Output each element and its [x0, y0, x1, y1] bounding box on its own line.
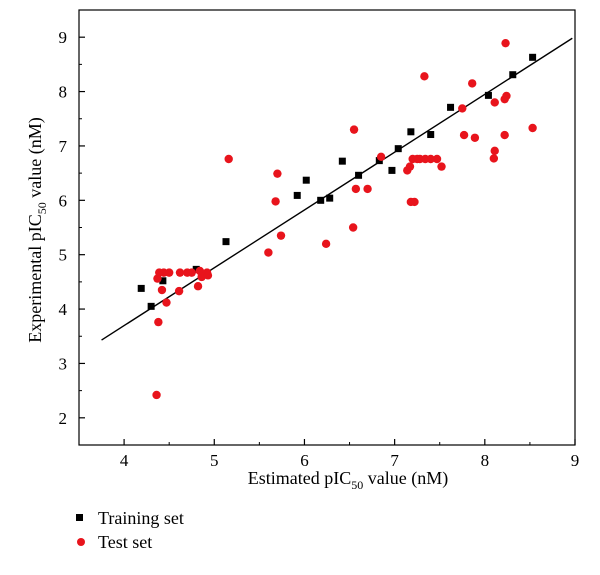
test-point: [264, 248, 273, 257]
test-point: [502, 91, 511, 101]
data-points: [137, 38, 537, 400]
x-tick-label: 6: [300, 451, 309, 470]
y-tick-label: 4: [59, 300, 68, 319]
test-point: [467, 79, 477, 88]
training-point: [388, 166, 396, 174]
training-point: [375, 157, 383, 165]
test-point: [271, 197, 280, 206]
regression-line: [101, 37, 573, 341]
test-point: [321, 239, 331, 249]
test-point: [175, 268, 185, 277]
test-point: [187, 268, 196, 277]
regression-line-group: [101, 37, 573, 341]
test-point: [224, 154, 233, 164]
test-point: [490, 98, 499, 107]
y-tick-label: 8: [59, 83, 68, 102]
test-point: [351, 184, 361, 194]
x-tick-label: 4: [120, 451, 129, 470]
test-point: [410, 197, 419, 207]
test-point: [458, 104, 467, 113]
legend-item-test: Test set: [77, 532, 152, 552]
training-point: [529, 53, 537, 61]
plot-frame: [78, 9, 576, 446]
test-point: [164, 268, 174, 277]
y-tick-label: 9: [59, 28, 68, 47]
test-point: [203, 271, 213, 280]
x-tick-label: 7: [390, 451, 399, 470]
y-tick-label: 7: [59, 137, 68, 156]
x-tick-label: 9: [571, 451, 580, 470]
training-point: [355, 171, 363, 179]
legend-marker-test: [77, 538, 85, 546]
test-point: [528, 123, 537, 133]
training-point: [484, 91, 492, 99]
plot-border: [78, 9, 576, 446]
training-point: [447, 103, 455, 111]
legend-item-training: Training set: [76, 508, 184, 528]
training-point: [326, 194, 334, 202]
legend-label-training: Training set: [98, 508, 184, 528]
y-tick-label: 5: [59, 246, 68, 265]
y-tick-label: 3: [59, 354, 68, 373]
test-point: [490, 146, 499, 156]
training-point: [338, 157, 346, 165]
legend: Training set Test set: [76, 508, 184, 552]
test-point: [420, 72, 429, 81]
test-point: [432, 154, 442, 164]
training-point: [317, 196, 325, 204]
training-point: [509, 71, 517, 79]
test-point: [405, 162, 415, 171]
training-point: [302, 176, 310, 184]
training-point: [293, 191, 301, 199]
test-point: [349, 125, 359, 134]
test-point: [273, 169, 282, 178]
test-point: [363, 184, 372, 194]
x-tick-label: 5: [210, 451, 219, 470]
test-point: [276, 231, 286, 240]
test-point: [489, 154, 499, 163]
x-axis-label: Estimated pIC50 value (nM): [248, 468, 448, 492]
test-point: [162, 298, 171, 307]
test-point: [152, 390, 161, 400]
training-point: [394, 145, 402, 153]
y-axis-ticks: 2 3 4 5 6 7 8 9: [59, 9, 85, 446]
test-point: [426, 154, 435, 164]
training-point: [407, 128, 415, 136]
test-point: [174, 286, 184, 296]
legend-label-test: Test set: [98, 532, 152, 552]
test-point: [500, 130, 509, 140]
test-point: [501, 38, 510, 48]
training-point: [222, 238, 230, 246]
y-tick-label: 2: [59, 409, 68, 428]
training-point: [427, 131, 435, 139]
y-tick-label: 6: [59, 191, 68, 210]
test-point: [348, 223, 358, 232]
training-point: [159, 277, 167, 285]
x-tick-label: 8: [481, 451, 490, 470]
training-point: [137, 284, 145, 292]
training-point: [147, 302, 155, 310]
test-point: [470, 133, 480, 142]
test-point: [437, 162, 446, 171]
legend-marker-training: [76, 514, 83, 521]
y-axis-label: Experimental pIC50 value (nM): [25, 117, 49, 342]
test-point: [154, 317, 163, 327]
test-point: [376, 152, 386, 162]
test-point: [193, 282, 203, 291]
x-axis-ticks: 4 5 6 7 8 9: [78, 439, 580, 470]
test-point: [157, 285, 167, 295]
test-point: [459, 130, 469, 140]
